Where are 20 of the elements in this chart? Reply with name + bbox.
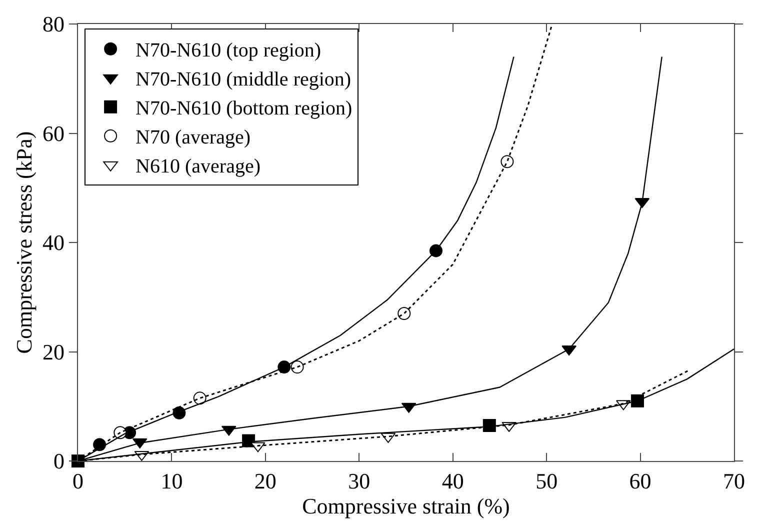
x-tick-label: 70 xyxy=(723,468,745,494)
y-tick-label: 20 xyxy=(42,339,64,364)
x-tick-label: 40 xyxy=(442,468,464,494)
y-tick-label: 60 xyxy=(42,120,64,146)
x-tick-label: 50 xyxy=(536,468,558,494)
x-tick-label: 10 xyxy=(160,468,183,494)
x-tick-label: 30 xyxy=(348,468,370,494)
y-tick-label: 40 xyxy=(42,230,64,256)
x-tick-label: 0 xyxy=(72,468,84,494)
y-axis-title: Compressive stress (kPa) xyxy=(11,131,36,354)
legend-label: N70 (average) xyxy=(136,126,250,149)
legend-label: N70-N610 (bottom region) xyxy=(136,98,352,120)
x-tick-label: 60 xyxy=(629,468,652,494)
y-tick-label: 0 xyxy=(54,448,64,474)
legend-label: N610 (average) xyxy=(136,156,260,178)
x-tick-label: 20 xyxy=(254,468,276,494)
x-axis-title: Compressive strain (%) xyxy=(302,494,510,518)
y-tick-label: 80 xyxy=(42,12,64,37)
legend-label: N70-N610 (top region) xyxy=(136,40,322,62)
legend-label: N70-N610 (middle region) xyxy=(136,68,352,91)
